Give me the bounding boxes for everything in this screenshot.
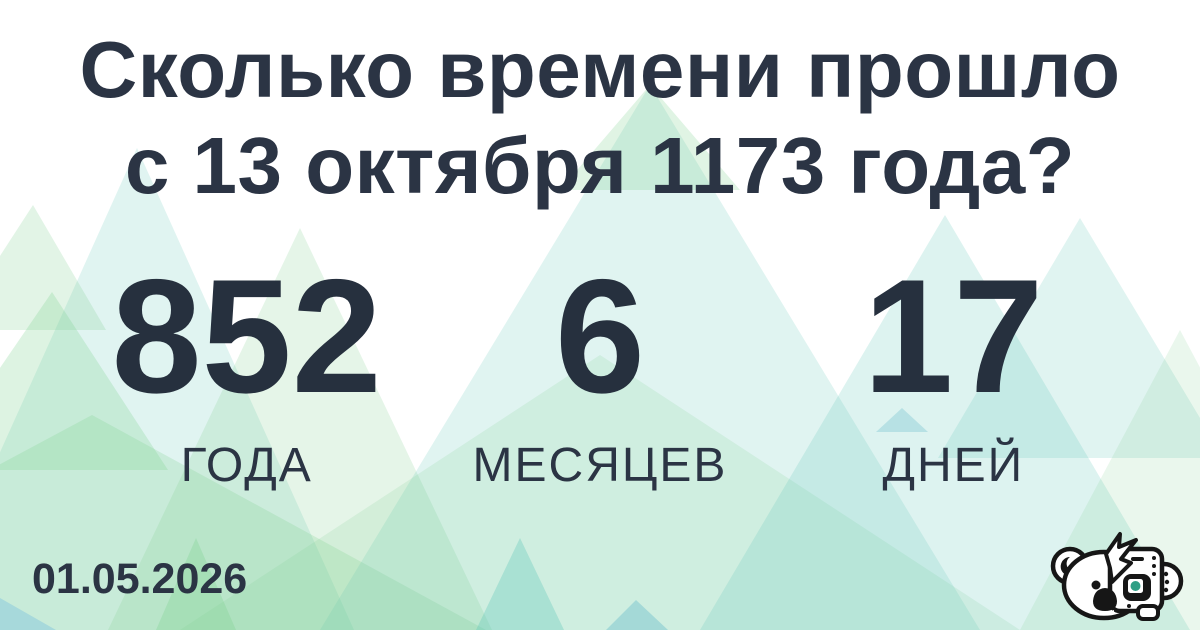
days-value: 17 (863, 246, 1044, 427)
reference-date: 01.05.2026 (32, 555, 248, 603)
months-value: 6 (554, 246, 646, 427)
koala-robot-icon (1050, 532, 1184, 621)
title-line-1: Сколько времени прошло (79, 25, 1121, 114)
months-label: МЕСЯЦЕВ (472, 439, 728, 492)
days-label: ДНЕЙ (882, 439, 1025, 492)
counter-years: 852 ГОДА (70, 246, 423, 493)
years-value: 852 (111, 246, 382, 427)
elapsed-time-counters: 852 ГОДА 6 МЕСЯЦЕВ 17 ДНЕЙ (70, 246, 1130, 493)
years-label: ГОДА (180, 439, 313, 492)
koala-robot-logo (1046, 528, 1184, 624)
page-title: Сколько времени прошло с 13 октября 1173… (0, 22, 1200, 214)
title-line-2: с 13 октября 1173 года? (124, 121, 1076, 210)
counter-months: 6 МЕСЯЦЕВ (423, 246, 776, 493)
counter-days: 17 ДНЕЙ (777, 246, 1130, 493)
